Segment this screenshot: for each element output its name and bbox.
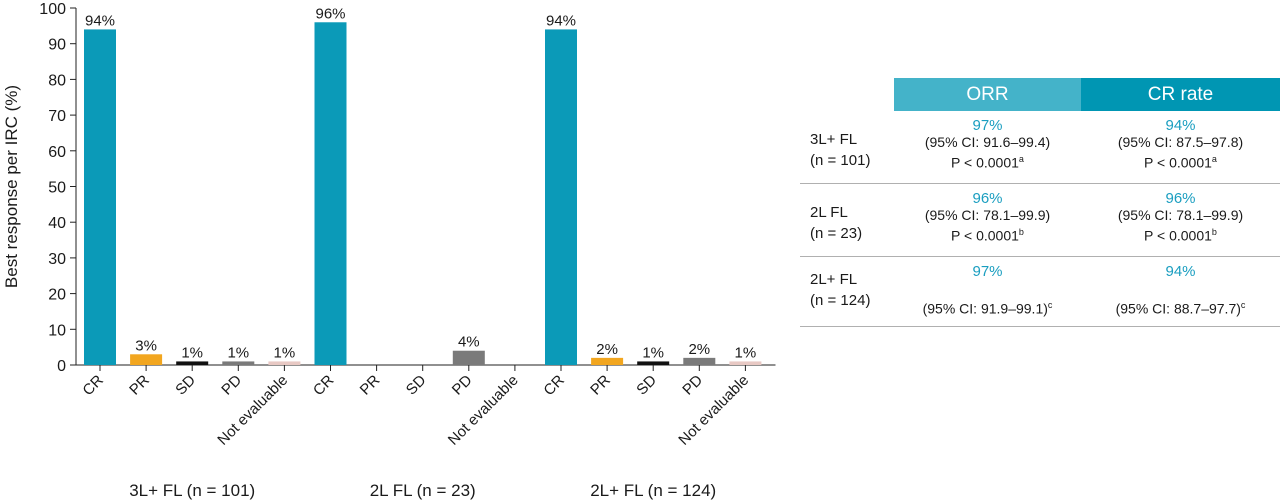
y-tick-label: 30 — [48, 251, 66, 268]
x-category-label: PD — [218, 372, 245, 399]
y-tick-label: 60 — [48, 144, 66, 161]
cr-rate-cell: 96% (95% CI: 78.1–99.9) P < 0.0001b — [1117, 190, 1244, 244]
orr-cell: 96% (95% CI: 78.1–99.9) P < 0.0001b — [924, 190, 1051, 244]
bar-value-label: 1% — [642, 344, 664, 361]
x-category-label: SD — [172, 372, 199, 399]
table-header: ORR CR rate — [800, 78, 1280, 111]
x-category-label: CR — [79, 372, 106, 399]
y-tick-label: 10 — [48, 322, 66, 339]
y-tick-label: 50 — [48, 180, 66, 197]
x-category-label: PR — [587, 372, 614, 399]
bar-chart: 0 10 20 30 40 50 60 70 80 90 100 Best response per … — [2, 1, 776, 500]
table-row: 3L+ FL (n = 101) 97% (95% CI: 91.6–99.4)… — [800, 111, 1280, 184]
group-label: 2L FL (n = 23) — [370, 481, 476, 500]
bar-value-label: 2% — [688, 341, 710, 358]
x-category-label: PD — [449, 372, 476, 399]
bar-value-label: 2% — [596, 341, 618, 358]
bar — [84, 29, 116, 365]
x-category-label: CR — [540, 372, 567, 399]
row-label: 3L+ FL (n = 101) — [810, 131, 871, 169]
table-row: 2L FL (n = 23) 96% (95% CI: 78.1–99.9) P… — [800, 184, 1280, 257]
bar-value-label: 4% — [458, 334, 480, 351]
x-category-label: SD — [403, 372, 430, 399]
bar — [314, 22, 347, 366]
group-label: 3L+ FL (n = 101) — [129, 481, 255, 500]
x-category-label: CR — [310, 372, 337, 399]
bar — [452, 350, 485, 365]
y-tick-label: 70 — [48, 108, 66, 125]
cr-rate-cell: 94% (95% CI: 87.5–97.8) P < 0.0001a — [1117, 117, 1244, 171]
bar — [545, 29, 577, 365]
bar — [222, 361, 255, 365]
bar-value-label: 94% — [85, 12, 115, 29]
bar — [268, 361, 301, 365]
y-tick-label: 90 — [48, 37, 66, 54]
bar — [176, 361, 209, 365]
bar-value-label: 1% — [181, 344, 203, 361]
orr-cell: 97% (95% CI: 91.9–99.1)c — [922, 263, 1053, 317]
bar — [591, 357, 624, 365]
row-label: 2L FL (n = 23) — [810, 204, 863, 242]
bar-value-label: 94% — [546, 12, 576, 29]
table-row: 2L+ FL (n = 124) 97% (95% CI: 91.9–99.1)… — [800, 257, 1280, 327]
row-label: 2L+ FL (n = 124) — [810, 271, 871, 309]
group-label: 2L+ FL (n = 124) — [590, 481, 716, 500]
bar-value-label: 1% — [274, 344, 296, 361]
bar-value-label: 96% — [315, 5, 345, 22]
bar-value-label: 1% — [227, 344, 249, 361]
bar — [637, 361, 670, 365]
response-rate-table: ORR CR rate 3L+ FL (n = 101) 97% (95% CI… — [800, 78, 1280, 327]
cr-rate-column-header: CR rate — [1081, 78, 1280, 111]
bar — [130, 354, 163, 365]
x-category-label: PR — [126, 372, 153, 399]
y-axis-label: Best response per IRC (%) — [2, 85, 21, 288]
y-tick-label: 100 — [39, 1, 66, 18]
y-tick-label: 40 — [48, 215, 66, 232]
x-category-label: PD — [679, 372, 706, 399]
y-tick-label: 80 — [48, 72, 66, 89]
x-category-label: SD — [633, 372, 660, 399]
bar — [683, 357, 716, 365]
y-tick-label: 0 — [57, 358, 66, 375]
bar-value-label: 3% — [135, 337, 157, 354]
orr-cell: 97% (95% CI: 91.6–99.4) P < 0.0001a — [924, 117, 1051, 171]
y-tick-label: 20 — [48, 287, 66, 304]
orr-column-header: ORR — [894, 78, 1081, 111]
bar-value-label: 1% — [735, 344, 757, 361]
bar — [729, 361, 762, 365]
x-category-label: PR — [357, 372, 384, 399]
cr-rate-cell: 94% (95% CI: 88.7–97.7)c — [1115, 263, 1246, 317]
